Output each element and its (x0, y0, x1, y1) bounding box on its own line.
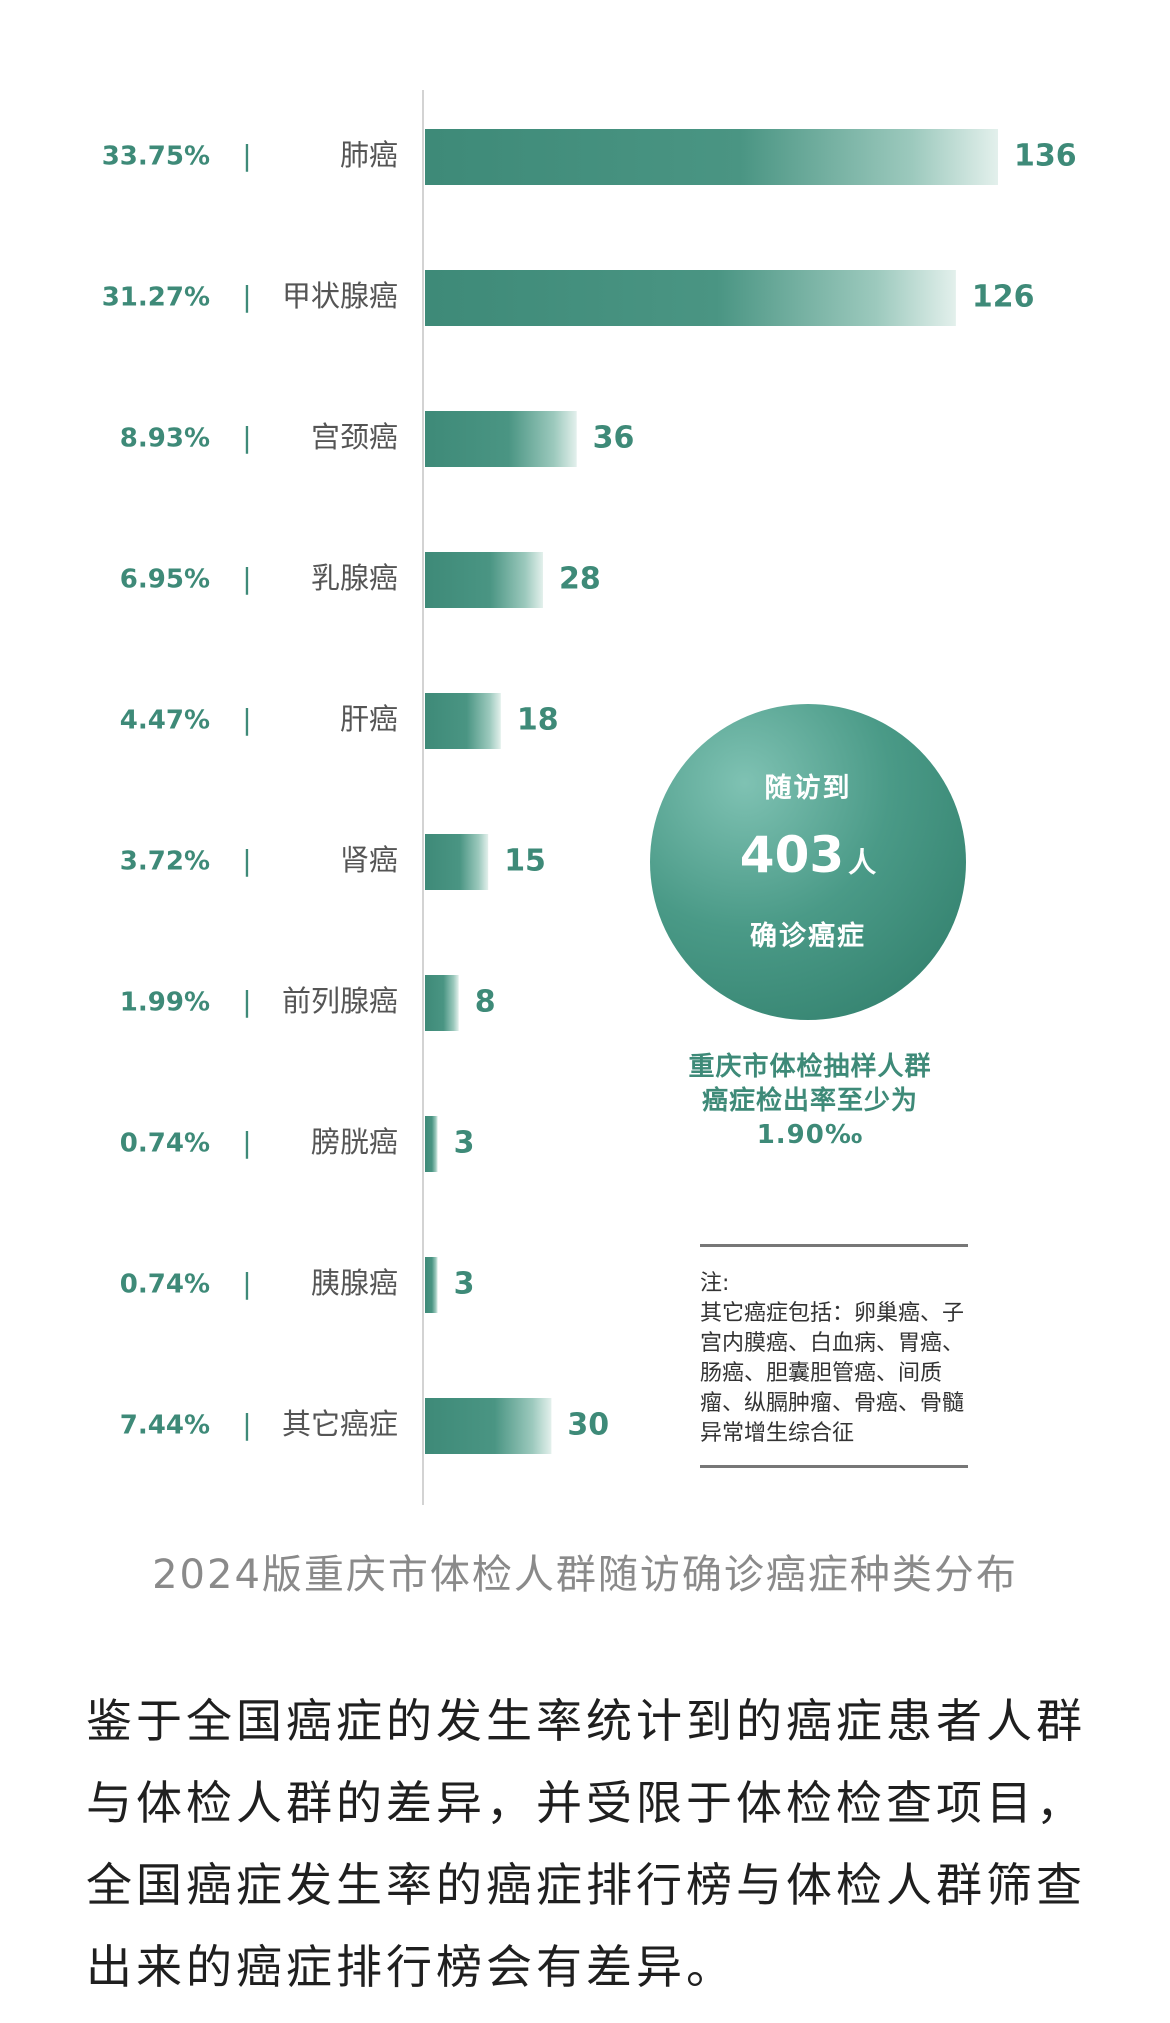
bar (425, 270, 956, 326)
category-label: 宫颈癌 (311, 420, 398, 454)
bar (425, 1257, 438, 1313)
percentage-label: 6.95% (120, 565, 210, 595)
category-label: 甲状腺癌 (282, 279, 398, 313)
percentage-label: 0.74% (120, 1270, 210, 1300)
percentage-label: 3.72% (120, 847, 210, 877)
body-paragraph: 鉴于全国癌症的发生率统计到的癌症患者人群与体检人群的差异，并受限于体检检查项目，… (86, 1694, 1086, 1994)
percentage-label: 0.74% (120, 1129, 210, 1159)
percentage-label: 33.75% (102, 142, 210, 172)
note-title: 注: (700, 1271, 730, 1296)
bar (425, 129, 998, 185)
badge-line3: 确诊癌症 (750, 921, 866, 952)
value-label: 136 (1014, 139, 1077, 174)
rate-line-3: 1.90‰ (756, 1120, 864, 1150)
chart-caption: 2024版重庆市体检人群随访确诊癌症种类分布 (152, 1552, 1018, 1598)
value-label: 15 (504, 844, 546, 879)
separator: | (242, 844, 251, 877)
note-box: 注: 其它癌症包括：卵巢癌、子宫内膜癌、白血病、胃癌、肠癌、胆囊胆管癌、间质瘤、… (700, 1244, 968, 1468)
value-label: 126 (972, 280, 1035, 315)
separator: | (242, 1126, 251, 1159)
bar (425, 411, 577, 467)
percentage-label: 8.93% (120, 424, 210, 454)
badge-number: 403 (739, 826, 845, 884)
separator: | (242, 985, 251, 1018)
percentage-label: 7.44% (120, 1411, 210, 1441)
rate-line-2: 癌症检出率至少为 (701, 1086, 918, 1116)
value-label: 18 (517, 703, 559, 738)
detection-rate-text: 重庆市体检抽样人群 癌症检出率至少为 1.90‰ (640, 1050, 980, 1152)
separator: | (242, 703, 251, 736)
bar (425, 1116, 438, 1172)
bar (425, 1398, 552, 1454)
separator: | (242, 1267, 251, 1300)
separator: | (242, 280, 251, 313)
separator: | (242, 562, 251, 595)
category-label: 肺癌 (340, 138, 398, 172)
value-label: 30 (567, 1408, 609, 1443)
value-label: 36 (593, 421, 635, 456)
percentage-label: 4.47% (120, 706, 210, 736)
cancer-bar-chart: 33.75% | 肺癌 136 31.27% | 甲状腺癌 126 8.93% | 宫颈癌 36 6.9… (102, 90, 1077, 1505)
category-label: 膀胱癌 (311, 1125, 398, 1159)
category-label: 肾癌 (340, 843, 398, 877)
separator: | (242, 1408, 251, 1441)
followup-badge: 随访到 403 人 确诊癌症 (650, 704, 966, 1020)
bar (425, 693, 501, 749)
value-label: 3 (454, 1126, 475, 1161)
bar (425, 552, 543, 608)
bar (425, 834, 489, 890)
category-label: 胰腺癌 (311, 1266, 398, 1300)
category-label: 其它癌症 (282, 1407, 398, 1441)
note-body: 其它癌症包括：卵巢癌、子宫内膜癌、白血病、胃癌、肠癌、胆囊胆管癌、间质瘤、纵膈肿… (700, 1301, 965, 1446)
separator: | (242, 421, 251, 454)
badge-unit: 人 (848, 846, 877, 879)
value-label: 8 (475, 985, 496, 1020)
separator: | (242, 139, 251, 172)
percentage-label: 1.99% (120, 988, 210, 1018)
percentage-label: 31.27% (102, 283, 210, 313)
value-label: 3 (454, 1267, 475, 1302)
value-label: 28 (559, 562, 601, 597)
rate-line-1: 重庆市体检抽样人群 (688, 1052, 932, 1082)
badge-line1: 随访到 (764, 773, 852, 804)
category-label: 乳腺癌 (311, 561, 398, 595)
badge-number-line: 403 人 (650, 826, 966, 884)
category-label: 肝癌 (340, 702, 398, 736)
category-label: 前列腺癌 (282, 984, 398, 1018)
bar (425, 975, 459, 1031)
